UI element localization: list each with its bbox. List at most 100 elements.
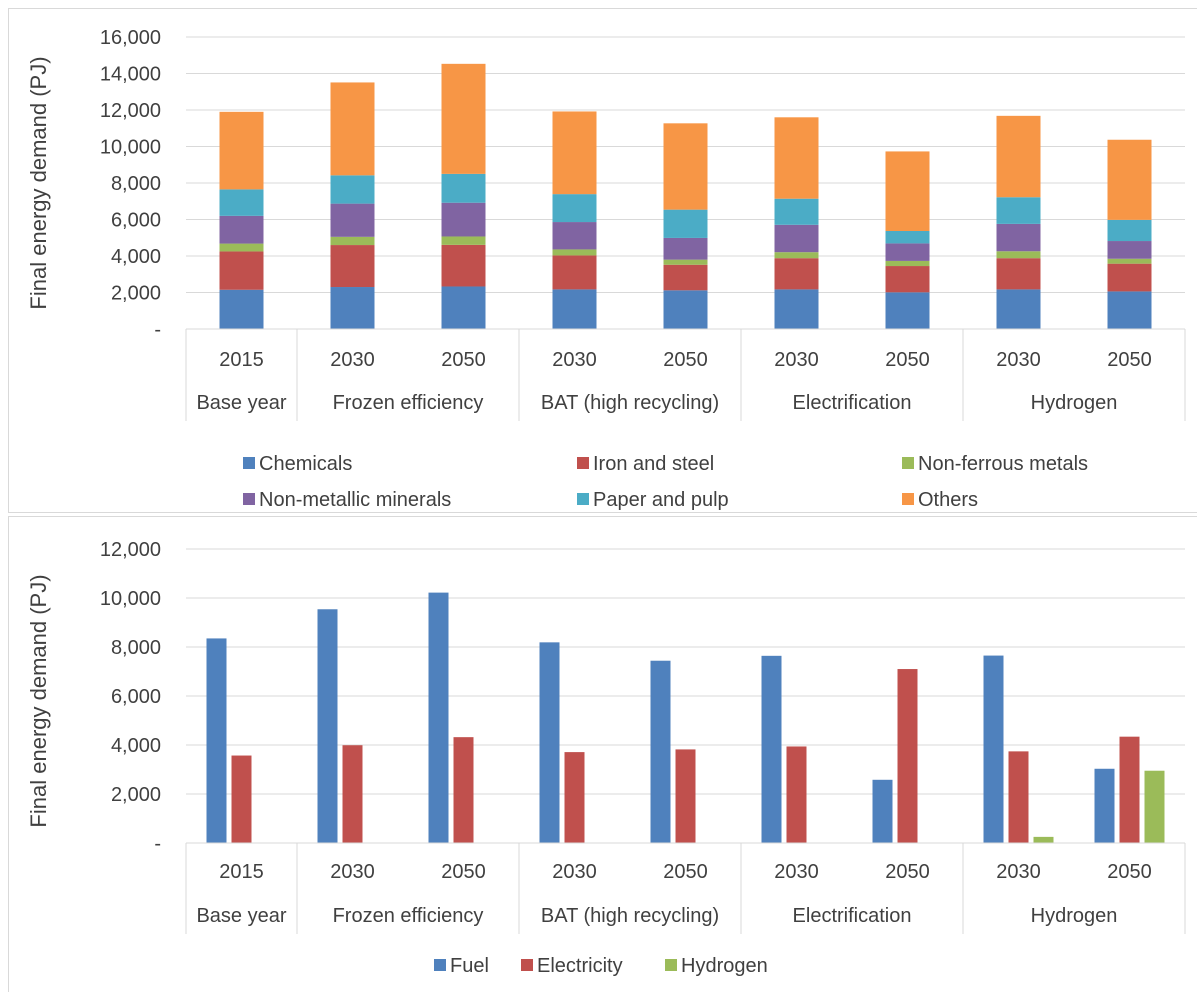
legend-label: Iron and steel (593, 453, 714, 475)
bar-segment (885, 260, 930, 267)
y-tick-label: - (154, 319, 161, 341)
bar-segment (219, 189, 264, 216)
legend-swatch (902, 457, 914, 469)
x-category-label: 2050 (441, 861, 486, 883)
legend-swatch (243, 493, 255, 505)
stacked-bar-chart-panel: - 2,000 4,000 6,000 8,000 10,000 12,000 14,000 1… (8, 8, 1197, 513)
x-category-label: 2050 (1107, 349, 1152, 371)
x-category-label: 2030 (552, 349, 597, 371)
bar-segment (219, 111, 264, 190)
x-category-label: 2030 (996, 861, 1041, 883)
bar-segment (885, 243, 930, 261)
y-tick-label: 2,000 (111, 283, 161, 305)
y-axis-label: Final energy demand (PJ) (26, 574, 51, 827)
bar-segment (552, 222, 597, 250)
bar (1144, 770, 1165, 843)
x-category-label: 2030 (996, 349, 1041, 371)
bar-segment (996, 115, 1041, 198)
legend-swatch (665, 959, 677, 971)
bar-segment (219, 243, 264, 252)
bar (342, 745, 363, 843)
bar-segment (663, 237, 708, 260)
legend-swatch (577, 493, 589, 505)
y-tick-label: 4,000 (111, 246, 161, 268)
bar (786, 746, 807, 843)
y-tick-label: 6,000 (111, 686, 161, 708)
x-group-label: Base year (196, 905, 286, 927)
x-category-label: 2030 (330, 861, 375, 883)
bar-segment (330, 82, 375, 176)
bar-segment (996, 289, 1041, 329)
x-category-label: 2030 (774, 349, 819, 371)
bar (317, 609, 338, 843)
y-tick-label: 8,000 (111, 173, 161, 195)
x-category-label: 2050 (441, 349, 486, 371)
bar-segment (885, 292, 930, 329)
bar (761, 655, 782, 843)
y-tick-label: 6,000 (111, 210, 161, 232)
bar-segment (774, 258, 819, 290)
bar-segment (663, 290, 708, 329)
bar-segment (1107, 258, 1152, 264)
bar-segment (996, 251, 1041, 259)
x-category-label: 2050 (885, 861, 930, 883)
y-tick-label: 16,000 (100, 27, 161, 49)
bar-segment (774, 252, 819, 259)
bar-segment (441, 63, 486, 174)
bar-segment (330, 203, 375, 237)
bar (206, 638, 227, 843)
x-group-label: Base year (196, 392, 286, 414)
bar (1094, 768, 1115, 843)
bar (1033, 836, 1054, 843)
bar-segment (330, 236, 375, 246)
y-tick-label: 14,000 (100, 64, 161, 86)
y-tick-label: 2,000 (111, 784, 161, 806)
bar-segment (663, 264, 708, 291)
bar-segment (885, 151, 930, 231)
bar-segment (774, 117, 819, 199)
bar-segment (330, 175, 375, 204)
bar (897, 669, 918, 843)
x-group-label: Electrification (793, 392, 912, 414)
bar-segment (663, 259, 708, 265)
bar-segment (774, 224, 819, 253)
y-tick-label: 12,000 (100, 539, 161, 561)
x-category-label: 2030 (552, 861, 597, 883)
y-tick-label: 4,000 (111, 735, 161, 757)
bar-segment (552, 111, 597, 195)
x-group-label: BAT (high recycling) (541, 905, 719, 927)
x-category-label: 2050 (663, 349, 708, 371)
bar (650, 660, 671, 843)
bar-segment (885, 230, 930, 244)
legend-swatch (434, 959, 446, 971)
legend-label: Non-ferrous metals (918, 453, 1088, 475)
clustered-bar-chart: - 2,000 4,000 6,000 8,000 10,000 12,000 Final e… (26, 539, 1186, 977)
x-group-label: BAT (high recycling) (541, 392, 719, 414)
x-category-label: 2030 (774, 861, 819, 883)
x-group-label: Frozen efficiency (333, 392, 484, 414)
bar-segment (552, 194, 597, 223)
legend-label: Fuel (450, 955, 489, 977)
bar-segment (552, 255, 597, 290)
bar (983, 655, 1004, 843)
bar-segment (441, 286, 486, 329)
bar-segment (552, 249, 597, 256)
x-category-label: 2050 (885, 349, 930, 371)
legend-label: Others (918, 489, 978, 511)
bar (1119, 736, 1140, 843)
x-category-label: 2050 (663, 861, 708, 883)
y-tick-label: 12,000 (100, 100, 161, 122)
legend-label: Chemicals (259, 453, 352, 475)
bar (872, 779, 893, 843)
x-group-label: Hydrogen (1031, 392, 1118, 414)
legend-label: Hydrogen (681, 955, 768, 977)
x-category-label: 2050 (1107, 861, 1152, 883)
bar-segment (1107, 291, 1152, 329)
bar-segment (219, 251, 264, 290)
bar (675, 749, 696, 843)
bar (428, 592, 449, 843)
legend-swatch (902, 493, 914, 505)
bar (453, 737, 474, 843)
bar-segment (885, 266, 930, 293)
x-category-label: 2015 (219, 861, 264, 883)
